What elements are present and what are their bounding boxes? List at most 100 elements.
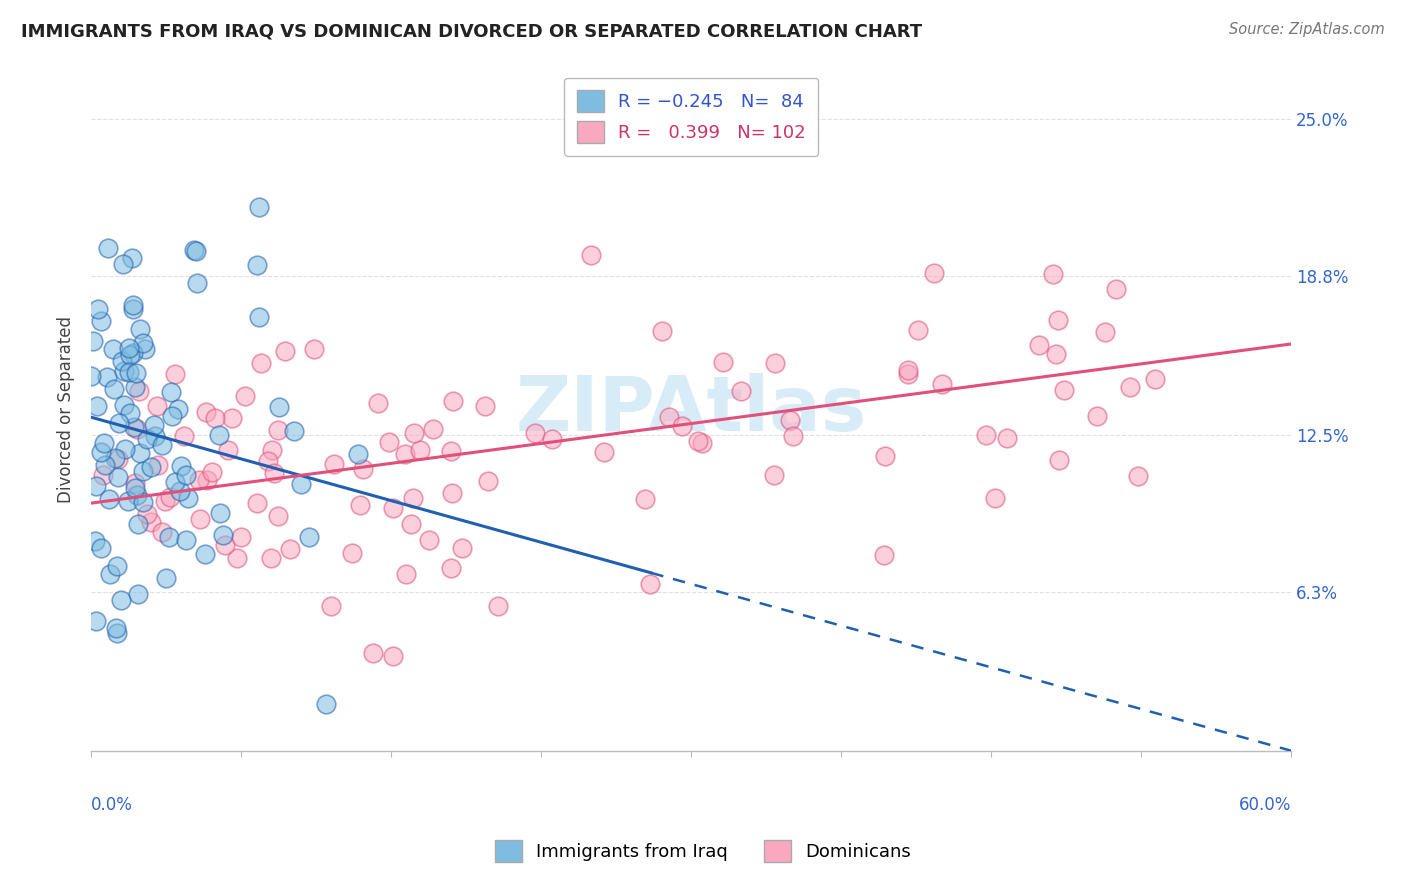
Point	[347, 447, 370, 461]
Point	[153, 494, 176, 508]
Point	[128, 384, 150, 398]
Point	[922, 266, 945, 280]
Point	[1045, 347, 1067, 361]
Point	[873, 548, 896, 562]
Point	[246, 258, 269, 272]
Point	[486, 599, 509, 613]
Point	[399, 516, 422, 531]
Point	[260, 550, 283, 565]
Point	[124, 476, 146, 491]
Point	[107, 469, 129, 483]
Point	[122, 419, 145, 434]
Point	[90, 314, 112, 328]
Point	[422, 422, 444, 436]
Point	[450, 541, 472, 555]
Point	[184, 244, 207, 259]
Point	[1053, 383, 1076, 397]
Point	[1047, 313, 1070, 327]
Point	[907, 324, 929, 338]
Point	[367, 395, 389, 409]
Point	[381, 500, 404, 515]
Point	[194, 547, 217, 561]
Point	[997, 431, 1019, 445]
Point	[135, 432, 157, 446]
Point	[118, 365, 141, 379]
Point	[127, 516, 149, 531]
Point	[165, 368, 187, 382]
Point	[121, 251, 143, 265]
Point	[143, 417, 166, 432]
Point	[120, 406, 142, 420]
Point	[186, 276, 208, 290]
Point	[105, 558, 128, 573]
Point	[118, 342, 141, 356]
Point	[125, 487, 148, 501]
Point	[84, 479, 107, 493]
Point	[105, 621, 128, 635]
Point	[177, 491, 200, 505]
Point	[194, 405, 217, 419]
Point	[197, 473, 219, 487]
Point	[117, 494, 139, 508]
Point	[110, 593, 132, 607]
Point	[187, 473, 209, 487]
Y-axis label: Divorced or Separated: Divorced or Separated	[58, 316, 75, 503]
Point	[349, 498, 371, 512]
Legend: Immigrants from Iraq, Dominicans: Immigrants from Iraq, Dominicans	[488, 833, 918, 870]
Point	[353, 461, 375, 475]
Point	[112, 399, 135, 413]
Point	[523, 425, 546, 440]
Point	[658, 410, 681, 425]
Point	[304, 342, 326, 356]
Point	[159, 385, 181, 400]
Point	[127, 422, 149, 436]
Point	[378, 435, 401, 450]
Point	[134, 342, 156, 356]
Point	[671, 419, 693, 434]
Point	[402, 491, 425, 505]
Legend: R = −0.245   N=  84, R =   0.399   N= 102: R = −0.245 N= 84, R = 0.399 N= 102	[564, 78, 818, 156]
Point	[145, 429, 167, 443]
Point	[1028, 337, 1050, 351]
Point	[90, 541, 112, 555]
Point	[104, 450, 127, 465]
Point	[361, 646, 384, 660]
Point	[139, 459, 162, 474]
Point	[1087, 409, 1109, 424]
Point	[315, 698, 337, 712]
Point	[103, 383, 125, 397]
Point	[141, 515, 163, 529]
Point	[235, 389, 257, 403]
Point	[201, 466, 224, 480]
Text: IMMIGRANTS FROM IRAQ VS DOMINICAN DIVORCED OR SEPARATED CORRELATION CHART: IMMIGRANTS FROM IRAQ VS DOMINICAN DIVORC…	[21, 22, 922, 40]
Point	[579, 248, 602, 262]
Point	[96, 370, 118, 384]
Point	[267, 400, 290, 414]
Point	[150, 438, 173, 452]
Point	[342, 546, 364, 560]
Point	[124, 481, 146, 495]
Text: Source: ZipAtlas.com: Source: ZipAtlas.com	[1229, 22, 1385, 37]
Point	[229, 530, 252, 544]
Point	[221, 410, 243, 425]
Text: ZIPAtlas: ZIPAtlas	[516, 373, 868, 447]
Point	[984, 491, 1007, 505]
Point	[1042, 267, 1064, 281]
Point	[440, 443, 463, 458]
Point	[409, 443, 432, 458]
Point	[136, 507, 159, 521]
Point	[118, 348, 141, 362]
Point	[125, 366, 148, 380]
Point	[634, 491, 657, 506]
Point	[97, 241, 120, 255]
Point	[105, 625, 128, 640]
Point	[157, 530, 180, 544]
Point	[91, 468, 114, 483]
Point	[395, 566, 418, 581]
Point	[112, 257, 135, 271]
Point	[128, 445, 150, 459]
Point	[1144, 372, 1167, 386]
Point	[298, 530, 321, 544]
Point	[896, 363, 918, 377]
Text: 0.0%: 0.0%	[91, 797, 134, 814]
